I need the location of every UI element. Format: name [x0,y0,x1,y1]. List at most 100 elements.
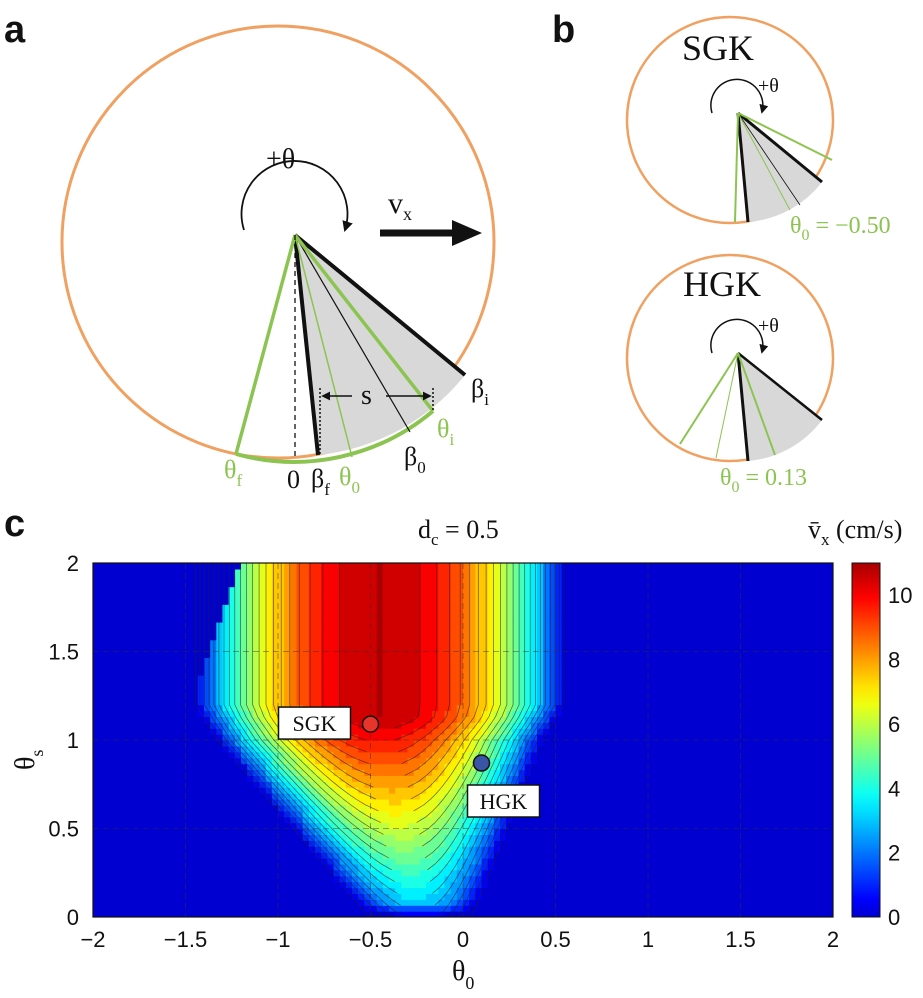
heat-cell [598,875,606,883]
heat-cell [426,905,433,912]
heat-cell [315,899,322,906]
heat-cell [204,875,211,883]
heat-cell [259,639,267,647]
heat-cell [99,881,106,889]
heat-cell [506,863,513,871]
heat-cell [432,698,439,706]
heat-cell [561,728,569,735]
heat-cell [148,610,156,617]
heat-cell [426,881,433,889]
heat-cell [364,604,372,611]
heat-cell [574,669,581,676]
heat-cell [173,769,180,776]
heat-cell [469,633,476,641]
heat-cell [167,598,174,605]
heat-cell [173,586,180,594]
heat-cell [530,633,538,641]
heat-cell [204,745,211,753]
heat-cell [167,681,174,688]
heat-cell [413,793,421,800]
heat-cell [567,734,575,741]
heat-cell [524,869,532,877]
heat-cell [105,787,113,794]
heat-cell [413,816,421,824]
heat-cell [592,563,600,570]
heat-cell [500,769,507,776]
heat-cell [469,734,476,741]
heat-cell [93,686,100,694]
heat-cell [438,633,446,641]
heat-cell [555,722,563,729]
heat-cell [493,586,501,594]
heat-cell [352,610,359,617]
heat-cell [179,911,187,917]
heat-cell [210,781,217,788]
heat-cell [567,905,575,912]
heat-cell [167,686,174,694]
heat-cell [241,769,248,776]
heat-cell [382,580,390,588]
heat-cell [191,787,199,794]
heat-cell [481,639,489,647]
heat-cell [580,627,587,635]
heat-cell [561,568,569,576]
heat-cell [524,757,532,765]
heat-cell [518,846,526,853]
heat-cell [389,651,396,658]
heat-cell [234,681,242,688]
heat-cell [284,852,291,859]
heat-cell [204,681,211,688]
heat-cell [327,568,335,576]
heat-cell [154,716,162,723]
heat-cell [228,887,236,894]
heat-cell [259,846,267,853]
heat-cell [222,852,230,859]
heat-cell [358,586,365,594]
heat-cell [222,586,230,594]
heat-cell [438,669,446,676]
heat-cell [543,804,550,812]
heat-cell [271,728,279,735]
heat-cell [327,869,335,877]
heat-cell [333,781,341,788]
heat-cell [185,669,193,676]
heat-cell [567,568,575,576]
heat-cell [419,610,427,617]
heat-cell [580,616,587,623]
heat-cell [191,686,199,694]
heat-cell [574,586,581,594]
heat-cell [191,598,199,605]
heat-cell [117,763,125,771]
heat-cell [130,728,137,735]
heat-cell [142,840,150,847]
heat-cell [93,893,100,900]
heat-cell [222,651,230,658]
heat-cell [432,810,439,818]
heat-cell [537,781,544,788]
heat-cell [302,651,310,658]
heat-cell [567,863,575,871]
heat-cell [117,745,125,753]
heat-cell [549,592,557,599]
heat-cell [253,692,261,700]
heat-cell [530,616,538,623]
heat-cell [216,781,224,788]
heat-cell [136,698,143,706]
heat-cell [395,663,402,670]
heat-cell [321,804,328,812]
heat-cell [444,710,452,717]
heat-cell [574,911,581,917]
heat-cell [419,905,427,912]
heat-cell [259,745,267,753]
heat-cell [586,728,594,735]
heat-cell [290,905,298,912]
heat-cell [500,592,507,599]
heat-cell [598,911,606,917]
heat-cell [543,911,550,917]
heat-cell [561,586,569,594]
heat-cell [247,787,254,794]
heat-cell [234,757,242,765]
heat-cell [117,681,125,688]
heat-cell [518,745,526,753]
heat-cell [179,816,187,824]
